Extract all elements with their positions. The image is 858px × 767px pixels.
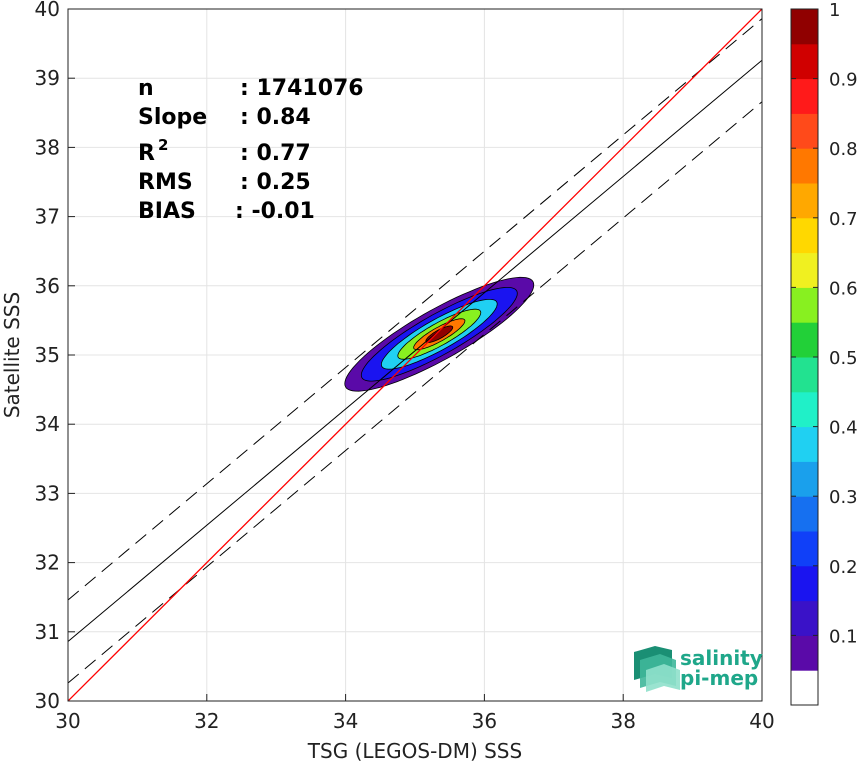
colorbar-ticks: 0.1 0.2 0.3 0.4 0.5 0.6 0.7 0.8 0.9 1 — [791, 0, 858, 647]
x-tick-label: 32 — [194, 709, 219, 733]
y-tick-label: 35 — [35, 343, 60, 367]
x-tick-label: 38 — [610, 709, 635, 733]
colorbar-bin — [791, 217, 818, 254]
colorbar-bin — [791, 78, 818, 114]
stat-label: R — [138, 141, 155, 166]
colorbar-tick-label: 0.4 — [829, 418, 858, 439]
colorbar-bin — [791, 496, 818, 532]
x-tick-label: 36 — [472, 709, 497, 733]
colorbar-tick-label: 0.7 — [829, 209, 858, 230]
y-tick-label: 33 — [35, 481, 60, 505]
logo-text-pimep: pi-mep — [680, 666, 758, 690]
y-tick-label: 36 — [35, 274, 60, 298]
colorbar-bin — [791, 391, 818, 428]
colorbar-bin — [791, 531, 818, 567]
y-tick-label: 32 — [35, 551, 60, 575]
stat-value: : 0.84 — [240, 105, 311, 130]
y-tick-label: 40 — [35, 0, 60, 21]
stat-value: : 1741076 — [240, 76, 364, 101]
colorbar-tick-label: 0.3 — [829, 487, 858, 508]
colorbar-bin — [791, 113, 818, 149]
stat-label: n — [138, 76, 154, 101]
colorbar-bin — [791, 600, 818, 636]
y-tick-label: 34 — [35, 412, 60, 436]
stat-label-superscript: 2 — [158, 136, 168, 154]
colorbar-tick-label: 0.5 — [829, 348, 858, 369]
colorbar-bin — [791, 461, 818, 497]
colorbar-tick-label: 0.8 — [829, 139, 858, 160]
stat-value: : 0.77 — [240, 141, 311, 166]
stat-value: : 0.25 — [240, 170, 311, 195]
colorbar-bin — [791, 635, 818, 671]
colorbar-tick-label: 0.9 — [829, 70, 858, 91]
stat-label: RMS — [138, 170, 193, 195]
colorbar-bin — [791, 565, 818, 602]
wave-icon — [634, 646, 680, 692]
x-tick-label: 34 — [333, 709, 358, 733]
x-tick-label: 30 — [55, 709, 80, 733]
salinity-pimep-logo: salinity pi-mep — [634, 646, 763, 692]
y-tick-label: 39 — [35, 66, 60, 90]
colorbar-tick-label: 1 — [829, 0, 840, 21]
x-axis-label: TSG (LEGOS-DM) SSS — [307, 739, 522, 763]
y-tick-label: 38 — [35, 135, 60, 159]
regression-upper-band — [68, 18, 762, 601]
reference-lines — [68, 9, 762, 701]
stat-label: BIAS — [138, 199, 196, 224]
colorbar-bin — [791, 252, 818, 288]
y-tick-label: 31 — [35, 620, 60, 644]
logo-text-salinity: salinity — [680, 646, 763, 670]
colorbar-tick-label: 0.1 — [829, 626, 858, 647]
identity-line — [68, 9, 762, 701]
colorbar-bin — [791, 322, 818, 358]
y-axis-label: Satellite SSS — [0, 292, 24, 418]
y-tick-label: 37 — [35, 205, 60, 229]
colorbar-bin — [791, 148, 818, 184]
y-tick-label: 30 — [35, 689, 60, 713]
colorbar-bin — [791, 357, 818, 393]
colorbar-bin — [791, 183, 818, 219]
regression-line — [68, 59, 762, 642]
colorbar-bin — [791, 670, 818, 706]
stat-label: Slope — [138, 105, 207, 130]
stats-box: n : 1741076 Slope : 0.84 R 2 : 0.77 RMS : 0.25 BI… — [138, 76, 364, 224]
colorbar-bin — [791, 287, 818, 323]
colorbar-bin — [791, 43, 818, 80]
colorbar-tick-label: 0.2 — [829, 557, 858, 578]
stat-value: : -0.01 — [235, 199, 315, 224]
y-axis-ticks: 30 31 32 33 34 35 36 37 38 39 40 — [35, 0, 75, 713]
colorbar-bin — [791, 426, 818, 462]
colorbar-tick-label: 0.6 — [829, 278, 858, 299]
colorbar-bin — [791, 9, 818, 45]
x-tick-label: 40 — [749, 709, 774, 733]
colorbar — [791, 9, 818, 706]
density-contours — [344, 276, 535, 392]
regression-lower-band — [68, 101, 762, 684]
x-axis-ticks: 30 32 34 36 38 40 — [55, 694, 775, 733]
